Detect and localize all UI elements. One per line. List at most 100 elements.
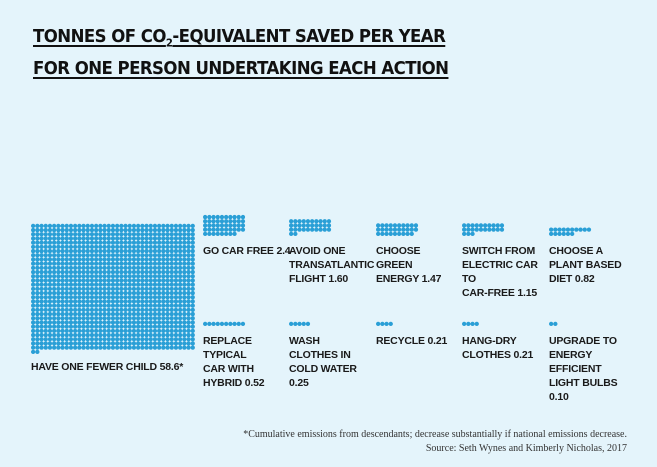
unit-dot <box>43 332 48 338</box>
unit-dot <box>56 240 61 245</box>
unit-dot <box>89 345 95 350</box>
unit-dot <box>39 248 44 254</box>
unit-dot <box>140 261 145 266</box>
unit-dot <box>148 345 153 350</box>
unit-dot <box>115 337 120 342</box>
unit-dot <box>68 274 74 279</box>
unit-dot <box>182 274 187 279</box>
unit-dot <box>81 227 86 233</box>
unit-dot <box>144 269 149 275</box>
unit-dot <box>60 265 65 270</box>
unit-dot <box>31 316 36 321</box>
unit-dot <box>77 232 82 237</box>
unit-dot <box>73 316 78 321</box>
unit-dot <box>106 253 111 258</box>
unit-dot <box>94 328 99 333</box>
unit-dot <box>144 236 149 241</box>
unit-dot <box>326 223 332 228</box>
unit-dot <box>123 227 128 233</box>
unit-dot <box>190 278 195 283</box>
unit-dot <box>144 341 149 346</box>
unit-dot <box>182 303 187 308</box>
unit-dot <box>98 303 103 308</box>
unit-dot <box>52 303 57 308</box>
unit-dot <box>85 236 90 241</box>
unit-dot <box>161 223 166 229</box>
unit-dot <box>322 223 327 228</box>
unit-dot <box>240 227 246 232</box>
unit-dot <box>161 286 166 291</box>
unit-dot <box>169 236 174 241</box>
unit-dot <box>81 324 86 329</box>
unit-dot <box>144 265 149 270</box>
unit-dot <box>148 269 153 275</box>
unit-dot <box>165 227 170 233</box>
unit-dot <box>39 295 44 300</box>
unit-dot <box>31 303 36 308</box>
unit-dot <box>186 269 191 275</box>
unit-dot <box>35 295 40 300</box>
unit-dot <box>56 320 61 325</box>
unit-dot <box>56 261 61 266</box>
unit-dot <box>98 332 103 338</box>
unit-dot <box>98 295 103 300</box>
unit-dot <box>119 320 124 325</box>
unit-dot <box>98 286 103 291</box>
unit-dot <box>570 227 575 232</box>
unit-dot <box>203 223 208 228</box>
unit-dot <box>301 227 306 232</box>
unit-dot <box>102 223 107 229</box>
unit-dot <box>110 248 116 254</box>
unit-dot <box>102 261 107 266</box>
unit-dot <box>31 244 36 250</box>
unit-dot <box>161 303 166 308</box>
dot-block-10 <box>549 321 558 326</box>
unit-dot <box>73 269 78 275</box>
unit-dot <box>182 253 187 258</box>
unit-dot <box>119 311 124 317</box>
unit-dot <box>102 257 107 262</box>
unit-dot <box>43 324 48 329</box>
unit-dot <box>35 332 40 338</box>
unit-dot <box>115 295 120 300</box>
unit-dot <box>173 232 179 237</box>
unit-dot <box>110 286 116 291</box>
unit-dot <box>39 303 44 308</box>
unit-dot <box>47 223 53 229</box>
unit-dot <box>68 311 74 317</box>
unit-dot <box>56 269 61 275</box>
unit-dot <box>47 290 53 296</box>
unit-dot <box>89 236 95 241</box>
unit-dot <box>47 257 53 262</box>
unit-dot <box>81 253 86 258</box>
unit-dot <box>157 290 162 296</box>
unit-dot <box>131 332 137 338</box>
unit-dot <box>401 223 406 228</box>
unit-dot <box>240 219 246 224</box>
unit-dot <box>77 303 82 308</box>
unit-dot <box>68 236 74 241</box>
unit-dot <box>64 278 69 283</box>
unit-dot <box>211 219 216 224</box>
unit-dot <box>144 311 149 317</box>
unit-dot <box>161 295 166 300</box>
unit-dot <box>35 269 40 275</box>
unit-dot <box>190 257 195 262</box>
unit-dot <box>207 231 212 237</box>
unit-dot <box>64 240 69 245</box>
unit-dot <box>144 244 149 250</box>
unit-dot <box>123 253 128 258</box>
unit-dot <box>77 295 82 300</box>
unit-dot <box>152 240 158 245</box>
unit-dot <box>127 337 132 342</box>
unit-dot <box>219 223 225 228</box>
unit-dot <box>182 290 187 296</box>
unit-dot <box>169 295 174 300</box>
unit-dot <box>131 316 137 321</box>
unit-dot <box>47 286 53 291</box>
unit-dot <box>190 328 195 333</box>
unit-dot <box>152 290 158 296</box>
unit-dot <box>397 223 402 228</box>
unit-dot <box>186 311 191 317</box>
unit-dot <box>144 345 149 350</box>
